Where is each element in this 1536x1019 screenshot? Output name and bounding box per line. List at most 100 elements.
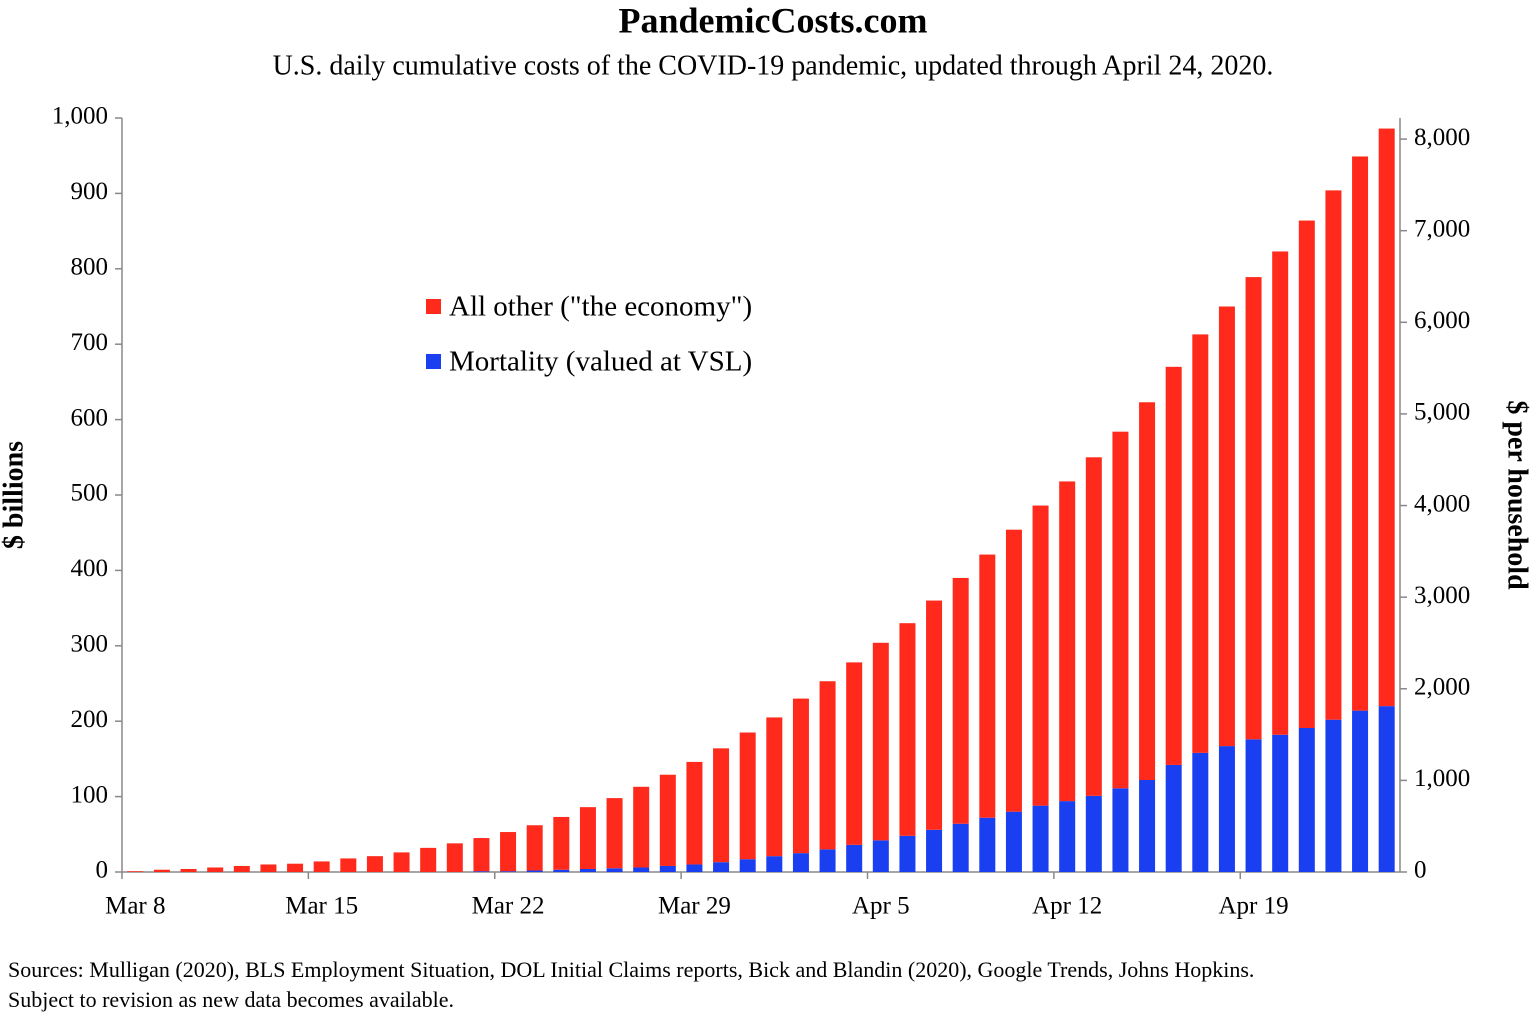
bar-segment [766,717,783,857]
bar-segment [1165,764,1182,872]
bar-segment [1032,805,1049,872]
bar-segment [1112,431,1129,789]
bar-segment [473,871,490,872]
bar-segment [926,600,943,830]
bar-segment [500,832,517,872]
y2-tick-label: 0 [1414,857,1427,884]
y-tick-label: 900 [71,178,109,205]
bar-segment [659,865,676,872]
bar-segment [1165,366,1182,765]
y-tick-label: 100 [71,781,109,808]
bar-segment [526,825,543,871]
legend-swatch [426,299,441,314]
y-tick-label: 300 [71,631,109,658]
bar-segment [1298,220,1315,728]
bar-segment [739,859,756,872]
bar-segment [606,868,623,872]
bar-segment [926,829,943,872]
x-tick-label: Apr 5 [852,893,910,920]
bar-segment [500,871,517,872]
x-tick-label: Mar 22 [472,893,545,920]
bar-segment [739,732,756,860]
bar-segment [1032,505,1049,806]
bar-segment [1059,481,1076,802]
bar-segment [792,698,809,854]
bar-segment [846,662,863,845]
bar-segment [819,849,836,872]
bar-segment [260,864,277,872]
bar-segment [393,852,410,872]
y2-tick-label: 1,000 [1414,765,1470,792]
bar-segment [899,835,916,872]
y2-tick-label: 6,000 [1414,307,1470,334]
x-tick-label: Mar 29 [658,893,731,920]
y-tick-label: 600 [71,404,109,431]
bar-segment [606,798,623,869]
x-tick-label: Mar 15 [285,893,358,920]
chart-title: PandemicCosts.com [619,0,928,40]
bar-segment [553,816,570,870]
bar-segment [180,868,197,872]
bar-segment [1139,780,1156,872]
bar-segment [1245,739,1262,872]
bar-segment [420,847,437,872]
bar-segment [1005,529,1022,812]
bar-segment [713,862,730,872]
y2-tick-label: 2,000 [1414,674,1470,701]
x-tick-label: Apr 19 [1218,893,1288,920]
bar-segment [1192,752,1209,872]
bar-segment [979,554,996,818]
bar-segment [1192,334,1209,753]
bar-segment [1059,801,1076,872]
bar-segment [446,843,463,872]
bar-segment [1218,746,1235,872]
y-axis-label: $ billions [0,441,29,549]
bar-segment [127,871,144,872]
bar-segment [1245,277,1262,740]
bar-segment [233,865,250,872]
bar-segment [313,861,330,872]
bar-segment [1298,727,1315,872]
bar-segment [1352,710,1369,872]
bar-segment [153,869,170,872]
bar-segment [340,858,357,872]
y-tick-label: 800 [71,254,109,281]
bar-segment [579,868,596,872]
y-tick-label: 400 [71,555,109,582]
bar-segment [952,577,969,824]
bar-segment [207,867,224,872]
bar-segment [766,856,783,872]
bar-segment [1085,795,1102,872]
bar-segment [846,844,863,872]
y2-tick-label: 4,000 [1414,490,1470,517]
bar-segment [1352,156,1369,711]
y-tick-label: 1,000 [52,103,108,130]
legend-swatch [426,354,441,369]
footnote: Subject to revision as new data becomes … [8,987,454,1012]
bar-segment [473,838,490,872]
bar-segment [526,870,543,872]
bar-segment [979,817,996,872]
bar-segment [553,869,570,872]
y-tick-label: 200 [71,706,109,733]
x-tick-label: Apr 12 [1032,893,1102,920]
bar-segment [579,807,596,869]
y-tick-label: 500 [71,480,109,507]
bar-segment [686,761,703,865]
bar-segment [287,863,304,872]
footnote: Sources: Mulligan (2020), BLS Employment… [8,957,1254,982]
y2-tick-label: 8,000 [1414,124,1470,151]
bar-segment [366,856,383,872]
bar-segment [1085,457,1102,796]
legend-label: All other ("the economy") [449,291,752,323]
bar-segment [659,774,676,866]
bar-segment [1325,719,1342,872]
bar-segment [1005,811,1022,872]
bar-segment [952,823,969,872]
bar-segment [899,623,916,836]
bar-segment [1272,734,1289,872]
bar-segment [1139,402,1156,781]
y2-tick-label: 7,000 [1414,215,1470,242]
y2-tick-label: 5,000 [1414,399,1470,426]
